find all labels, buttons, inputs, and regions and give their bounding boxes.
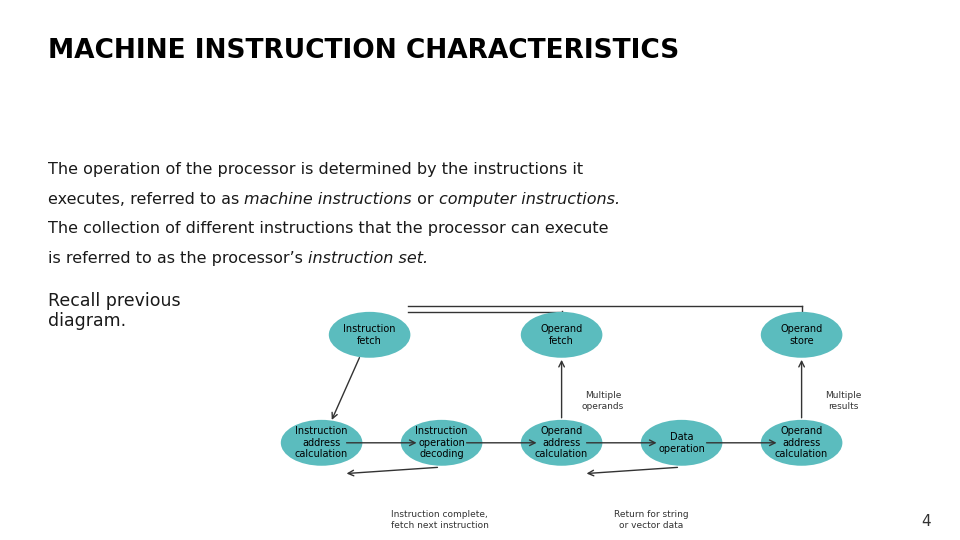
Text: Multiple
operands: Multiple operands [582,392,624,411]
Text: Recall previous
diagram.: Recall previous diagram. [48,292,180,330]
Text: Instruction complete,
fetch next instruction: Instruction complete, fetch next instruc… [391,510,489,530]
Text: is referred to as the processor’s: is referred to as the processor’s [48,251,308,266]
Text: executes, referred to as: executes, referred to as [48,192,245,207]
Text: Instruction
operation
decoding: Instruction operation decoding [416,426,468,460]
Text: or: or [412,192,439,207]
Text: The collection of different instructions that the processor can execute: The collection of different instructions… [48,221,609,237]
Ellipse shape [520,312,602,357]
Text: The operation of the processor is determined by the instructions it: The operation of the processor is determ… [48,162,583,177]
Text: Operand
fetch: Operand fetch [540,324,583,346]
Text: computer instructions.: computer instructions. [439,192,620,207]
Text: Operand
store: Operand store [780,324,823,346]
Text: Data
operation: Data operation [659,432,705,454]
Ellipse shape [760,312,842,357]
Text: Operand
address
calculation: Operand address calculation [775,426,828,460]
Ellipse shape [401,420,483,465]
Text: machine instructions: machine instructions [245,192,412,207]
Ellipse shape [280,420,363,465]
Ellipse shape [760,420,842,465]
Ellipse shape [520,420,602,465]
Text: 4: 4 [922,514,931,529]
Text: instruction set.: instruction set. [308,251,428,266]
Text: Multiple
results: Multiple results [825,392,861,411]
Ellipse shape [328,312,411,357]
Text: Operand
address
calculation: Operand address calculation [535,426,588,460]
Text: Instruction
fetch: Instruction fetch [344,324,396,346]
Ellipse shape [641,420,722,465]
Text: Return for string
or vector data: Return for string or vector data [613,510,688,530]
Text: MACHINE INSTRUCTION CHARACTERISTICS: MACHINE INSTRUCTION CHARACTERISTICS [48,38,680,64]
Text: Instruction
address
calculation: Instruction address calculation [295,426,348,460]
